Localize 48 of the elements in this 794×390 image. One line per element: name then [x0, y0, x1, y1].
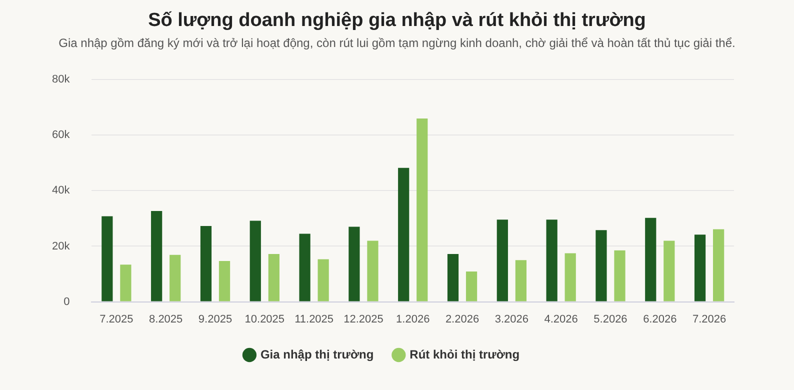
x-tick-label: 7.2025 [100, 313, 134, 326]
bar [200, 226, 212, 302]
x-tick-label: 10.2025 [244, 313, 285, 326]
y-tick-label: 40k [52, 184, 70, 197]
bar [102, 216, 113, 302]
x-tick-label: 3.2026 [494, 313, 529, 326]
bar [546, 220, 558, 302]
y-tick-label: 80k [52, 74, 70, 86]
x-tick-label: 2.2026 [445, 313, 480, 326]
bar [151, 210, 162, 302]
bar [515, 260, 526, 302]
bar [170, 254, 181, 302]
bar [348, 226, 360, 302]
chart-subtitle: Gia nhập gồm đăng ký mới và trở lại hoạt động, còn rút lui gồm tạm ngừng kinh doanh, chờ giải thể và hoàn tất thủ tục giải thể. [58, 36, 736, 51]
x-tick-label: 11.2025 [294, 313, 334, 326]
legend-label: Rút khỏi thị trường [410, 347, 520, 362]
bar [398, 168, 410, 302]
x-tick-label: 12.2025 [344, 313, 384, 326]
bar [268, 254, 280, 302]
y-tick-label: 0 [64, 296, 70, 308]
bar [664, 240, 675, 302]
x-tick-label: 5.2026 [594, 313, 628, 326]
bar [367, 240, 378, 302]
bar [318, 259, 329, 302]
y-tick-label: 60k [52, 129, 70, 142]
bar [614, 250, 626, 302]
x-tick-label: 7.2026 [692, 313, 726, 326]
bar [250, 220, 261, 302]
bar [596, 230, 607, 302]
x-tick-label: 9.2025 [198, 313, 232, 326]
chart-title: Số lượng doanh nghiệp gia nhập và rút khỏi thị trường [147, 10, 647, 32]
x-tick-label: 8.2025 [149, 313, 183, 326]
bar [496, 220, 508, 302]
bar [447, 254, 459, 302]
bar [466, 272, 478, 302]
bar [713, 229, 724, 302]
x-tick-label: 1.2026 [396, 313, 430, 326]
bar [416, 118, 428, 302]
bar [645, 218, 656, 302]
bar [299, 234, 310, 302]
x-tick-label: 6.2026 [643, 313, 677, 326]
x-tick-label: 4.2026 [544, 313, 578, 326]
bar [694, 234, 706, 302]
bar [218, 260, 230, 302]
bar [564, 253, 576, 302]
y-tick-label: 20k [52, 240, 70, 252]
bar [120, 264, 132, 302]
legend-label: Gia nhập thị trường [260, 347, 374, 362]
